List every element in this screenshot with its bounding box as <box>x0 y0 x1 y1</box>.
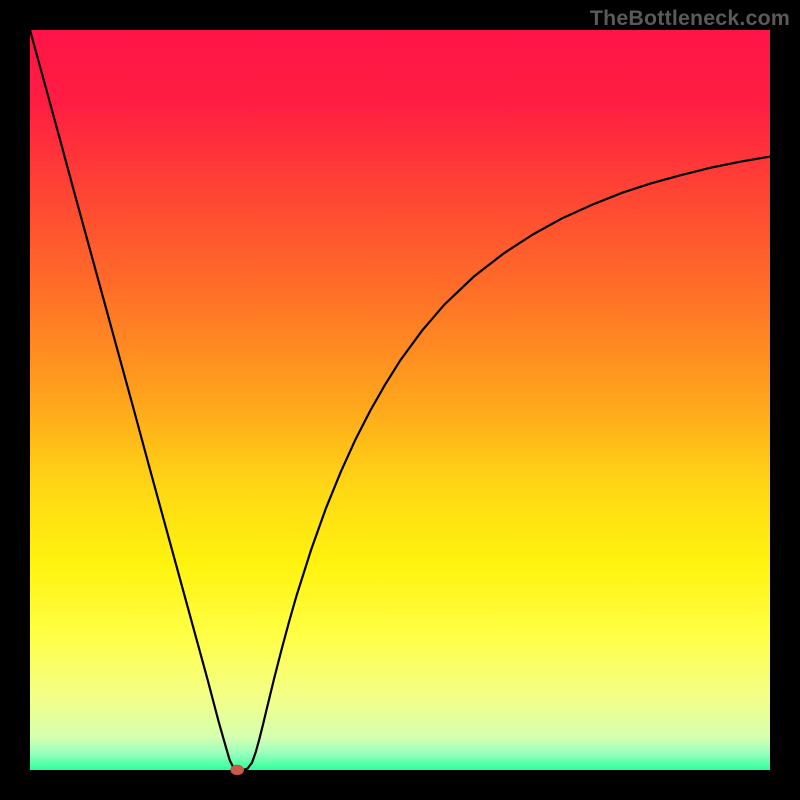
plot-background <box>30 30 770 770</box>
chart-canvas <box>0 0 800 800</box>
bottleneck-chart: TheBottleneck.com <box>0 0 800 800</box>
optimal-point-marker <box>231 765 244 775</box>
watermark-text: TheBottleneck.com <box>590 6 790 31</box>
